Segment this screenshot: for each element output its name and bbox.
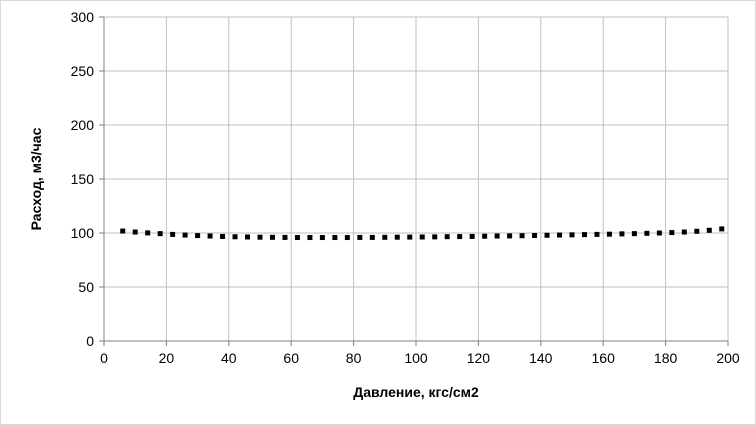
y-tick-label: 250 <box>71 63 95 79</box>
data-point <box>145 230 151 236</box>
data-point <box>220 233 226 239</box>
data-point <box>382 234 388 240</box>
x-tick-labels: 0 20 40 60 80 100 120 140 160 180 200 <box>100 350 740 366</box>
data-point <box>232 234 238 240</box>
data-point <box>157 231 163 237</box>
grid-lines <box>104 16 729 341</box>
data-point <box>631 231 637 237</box>
data-point <box>245 234 251 240</box>
data-point <box>182 232 188 238</box>
x-tick-label: 180 <box>654 350 678 366</box>
data-point <box>694 228 700 234</box>
data-point <box>344 235 350 241</box>
data-point <box>407 234 413 240</box>
x-tick-label: 160 <box>592 350 616 366</box>
y-tick-label: 100 <box>71 225 95 241</box>
data-point <box>170 231 176 237</box>
data-point <box>569 232 575 238</box>
data-point <box>369 234 375 240</box>
data-point <box>332 235 338 241</box>
data-point <box>644 230 650 236</box>
data-point <box>282 234 288 240</box>
data-point <box>532 232 538 238</box>
data-point <box>195 233 201 239</box>
data-point <box>257 234 263 240</box>
data-point <box>519 233 525 239</box>
data-point <box>457 234 463 240</box>
data-point <box>706 227 712 233</box>
y-tick-label: 0 <box>86 333 94 349</box>
x-tick-label: 0 <box>100 350 108 366</box>
x-tick-label: 80 <box>346 350 362 366</box>
data-point <box>669 230 675 236</box>
data-point <box>294 235 300 241</box>
x-tick-label: 120 <box>467 350 491 366</box>
data-point <box>594 231 600 237</box>
data-point <box>656 230 662 236</box>
x-tick-label: 140 <box>529 350 553 366</box>
data-point <box>494 233 500 239</box>
data-point <box>269 234 275 240</box>
x-axis-title: Давление, кгс/см2 <box>353 384 479 400</box>
data-point <box>544 232 550 238</box>
data-point <box>432 234 438 240</box>
x-tick-label: 100 <box>404 350 428 366</box>
data-point <box>482 233 488 239</box>
data-point <box>557 232 563 238</box>
data-point <box>507 233 513 239</box>
y-tick-label: 200 <box>71 117 95 133</box>
x-tick-label: 40 <box>221 350 237 366</box>
data-point <box>444 234 450 240</box>
x-tick-label: 60 <box>283 350 299 366</box>
data-point <box>394 234 400 240</box>
y-tick-label: 150 <box>71 171 95 187</box>
data-point <box>681 229 687 235</box>
data-point <box>132 229 138 235</box>
data-point <box>207 233 213 239</box>
data-point <box>319 235 325 241</box>
data-point <box>581 232 587 238</box>
y-tick-label: 50 <box>78 279 94 295</box>
data-points <box>120 226 725 241</box>
data-point <box>419 234 425 240</box>
axes <box>99 16 729 346</box>
data-point <box>307 235 313 241</box>
x-tick-label: 20 <box>159 350 175 366</box>
y-tick-label: 300 <box>71 9 95 25</box>
data-point <box>357 234 363 240</box>
x-tick-label: 200 <box>716 350 740 366</box>
data-point <box>606 231 612 237</box>
data-point <box>719 226 725 232</box>
data-point <box>120 228 126 234</box>
data-point <box>469 233 475 239</box>
y-axis-title: Расход, м3/час <box>28 127 44 230</box>
y-tick-labels: 0 50 100 150 200 250 300 <box>71 9 95 349</box>
data-point <box>619 231 625 237</box>
